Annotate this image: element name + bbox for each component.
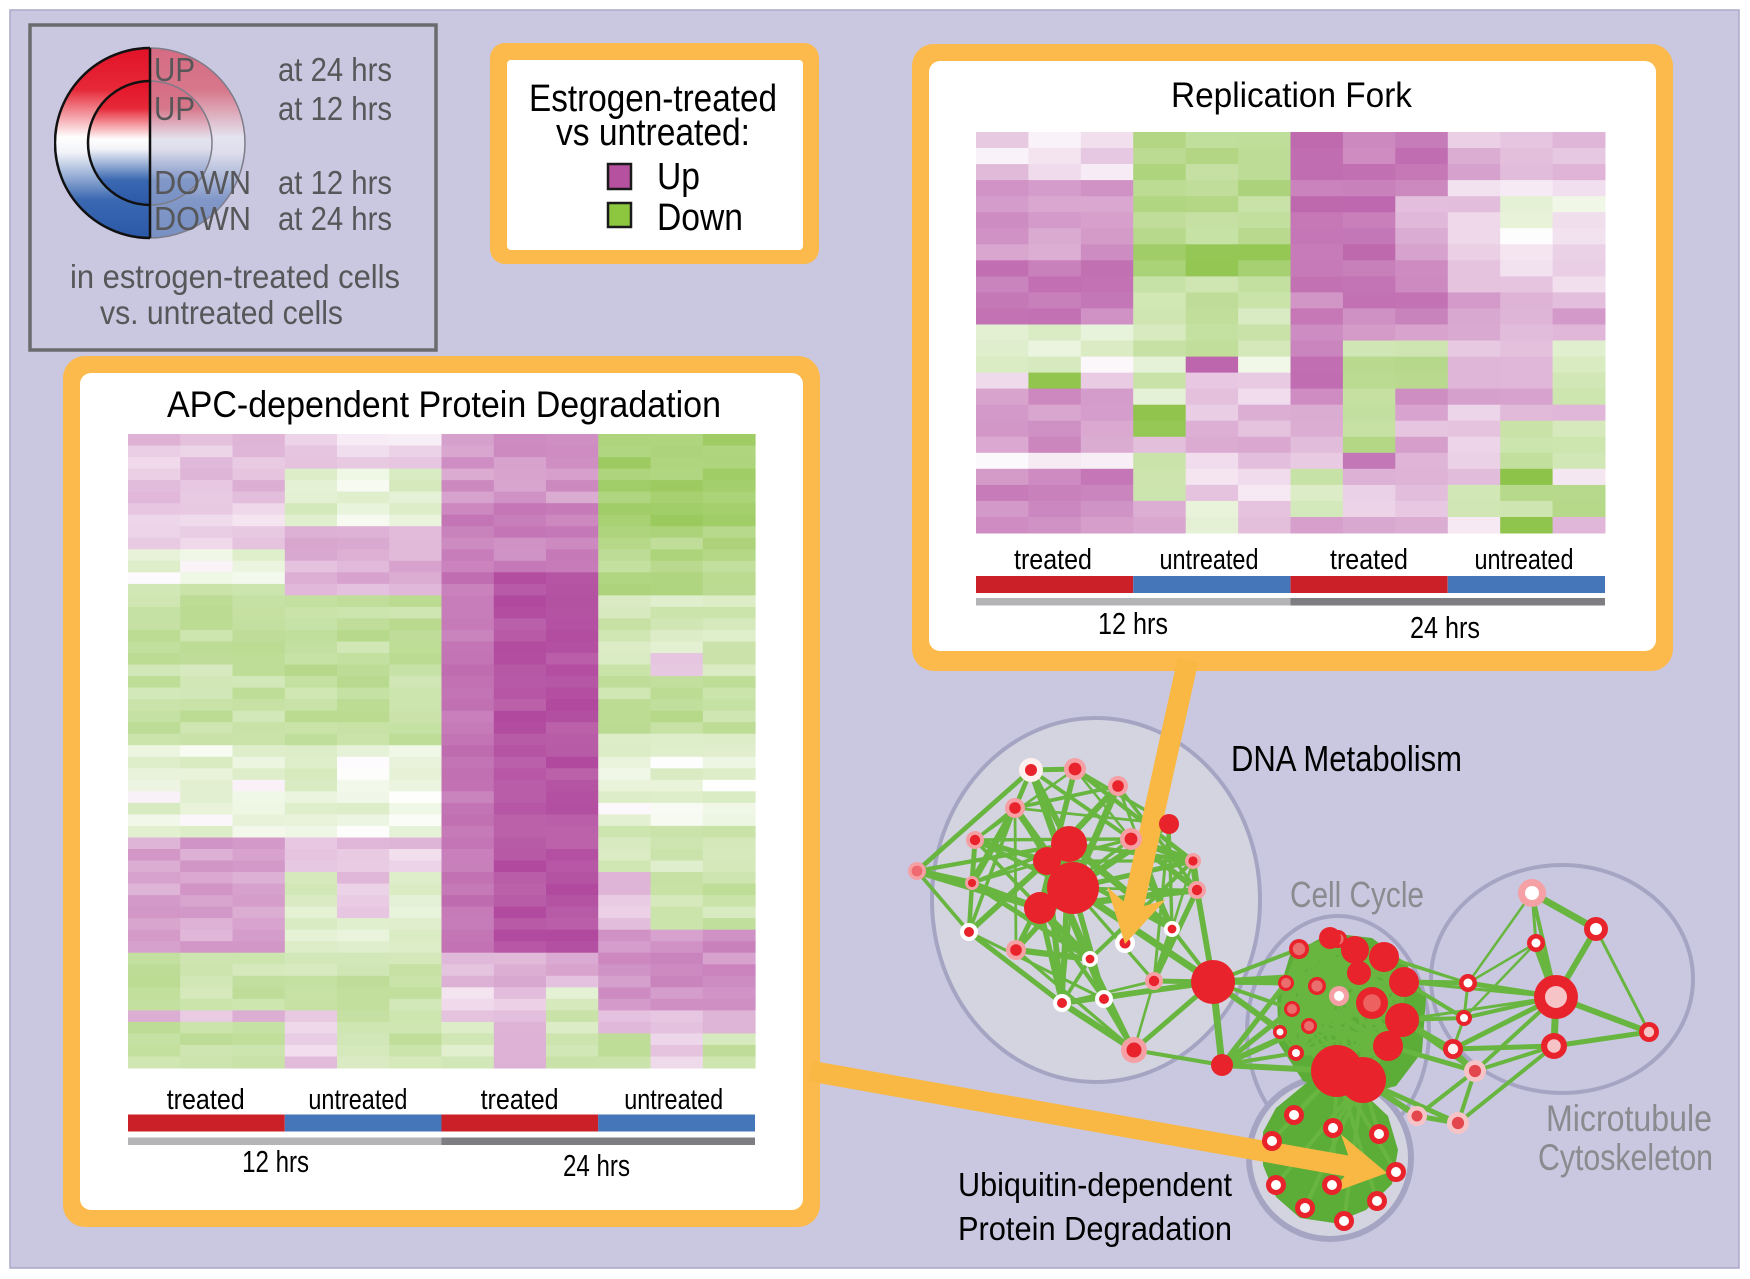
svg-text:APC-dependent Protein Degradat: APC-dependent Protein Degradation xyxy=(167,384,721,425)
svg-text:untreated: untreated xyxy=(1475,544,1574,576)
svg-text:DOWN: DOWN xyxy=(154,164,251,201)
svg-text:untreated: untreated xyxy=(624,1084,723,1116)
svg-text:Replication Fork: Replication Fork xyxy=(1171,76,1412,115)
svg-text:24 hrs: 24 hrs xyxy=(563,1148,630,1183)
svg-text:in estrogen-treated cells: in estrogen-treated cells xyxy=(70,258,400,295)
svg-text:Up: Up xyxy=(657,156,700,198)
svg-text:Protein Degradation: Protein Degradation xyxy=(958,1210,1232,1247)
svg-text:treated: treated xyxy=(167,1084,245,1116)
svg-text:Microtubule: Microtubule xyxy=(1546,1098,1712,1139)
svg-text:at 12 hrs: at 12 hrs xyxy=(278,90,392,127)
svg-text:Ubiquitin-dependent: Ubiquitin-dependent xyxy=(958,1166,1232,1203)
svg-text:untreated: untreated xyxy=(1160,544,1259,576)
svg-text:vs. untreated cells: vs. untreated cells xyxy=(100,294,343,331)
svg-text:Down: Down xyxy=(657,197,743,239)
svg-text:12 hrs: 12 hrs xyxy=(1098,606,1168,641)
svg-text:DOWN: DOWN xyxy=(154,200,251,237)
svg-text:DNA Metabolism: DNA Metabolism xyxy=(1231,738,1462,779)
svg-text:12 hrs: 12 hrs xyxy=(242,1144,309,1179)
svg-text:at 24 hrs: at 24 hrs xyxy=(278,200,392,237)
svg-text:at 12 hrs: at 12 hrs xyxy=(278,164,392,201)
svg-text:Cytoskeleton: Cytoskeleton xyxy=(1538,1137,1713,1178)
svg-text:Estrogen-treated: Estrogen-treated xyxy=(529,78,777,120)
svg-text:UP: UP xyxy=(154,90,195,127)
svg-text:UP: UP xyxy=(154,51,195,88)
svg-text:treated: treated xyxy=(1014,544,1092,576)
svg-text:at 24 hrs: at 24 hrs xyxy=(278,51,392,88)
svg-text:untreated: untreated xyxy=(308,1084,407,1116)
svg-text:vs untreated:: vs untreated: xyxy=(556,112,750,154)
svg-text:treated: treated xyxy=(1330,544,1408,576)
svg-text:treated: treated xyxy=(481,1084,559,1116)
svg-text:24 hrs: 24 hrs xyxy=(1410,610,1480,645)
svg-text:Cell Cycle: Cell Cycle xyxy=(1290,874,1424,915)
